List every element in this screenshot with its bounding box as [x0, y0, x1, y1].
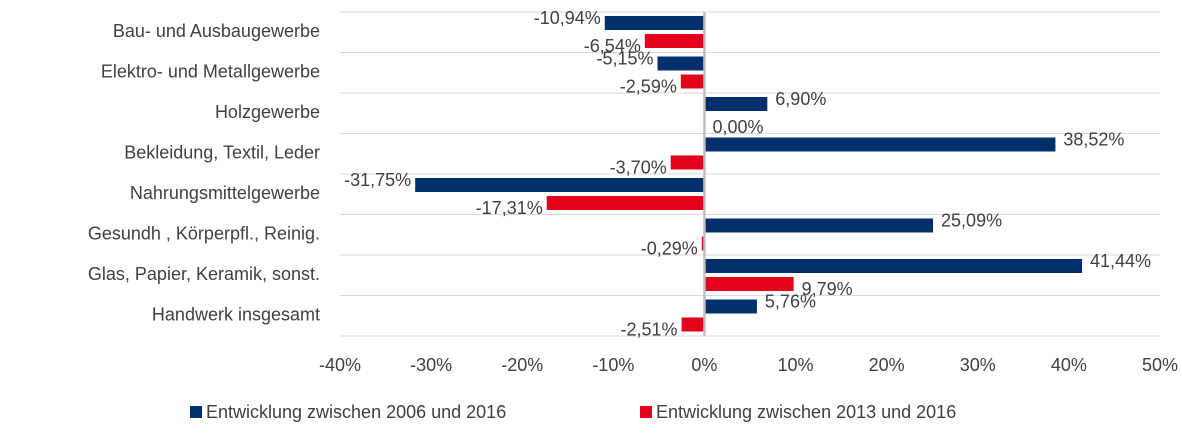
category-label: Glas, Papier, Keramik, sonst.: [88, 264, 320, 284]
data-label: -17,31%: [476, 198, 543, 218]
x-tick-label: 20%: [869, 355, 905, 375]
bar: [681, 317, 705, 332]
x-tick-label: 30%: [960, 355, 996, 375]
category-label: Holzgewerbe: [215, 102, 320, 122]
bar: [701, 236, 705, 251]
category-label: Bekleidung, Textil, Leder: [124, 143, 320, 163]
bar: [704, 218, 934, 233]
data-label: -0,29%: [641, 238, 698, 258]
x-tick-label: -20%: [501, 355, 543, 375]
bar: [657, 56, 705, 71]
x-tick-label: 10%: [778, 355, 814, 375]
bar: [680, 74, 705, 89]
data-label: 38,52%: [1063, 129, 1124, 149]
data-label: 25,09%: [941, 210, 1002, 230]
bar: [415, 178, 705, 192]
data-label: 41,44%: [1090, 251, 1151, 271]
bar: [704, 259, 1083, 273]
bar: [704, 277, 794, 291]
data-label: 0,00%: [712, 117, 763, 137]
data-label: 9,79%: [802, 279, 853, 299]
data-label: 6,90%: [775, 89, 826, 109]
data-label: -6,54%: [584, 36, 641, 56]
x-tick-label: 40%: [1051, 355, 1087, 375]
legend-label: Entwicklung zwischen 2006 und 2016: [206, 402, 506, 422]
bar: [704, 97, 768, 111]
bar: [704, 137, 1056, 152]
bar: [670, 155, 705, 170]
data-label: -31,75%: [344, 170, 411, 190]
bar: [604, 16, 705, 30]
category-label: Bau- und Ausbaugewerbe: [113, 21, 320, 41]
x-tick-label: 0%: [691, 355, 717, 375]
category-label: Elektro- und Metallgewerbe: [101, 62, 320, 82]
bar: [546, 196, 705, 210]
data-label: -5,15%: [596, 48, 653, 68]
category-label: Nahrungsmittelgewerbe: [130, 183, 320, 203]
data-label: -3,70%: [610, 157, 667, 177]
data-label: -10,94%: [534, 8, 601, 28]
x-tick-label: -40%: [319, 355, 361, 375]
legend-swatch: [640, 406, 652, 418]
data-label: 5,76%: [765, 291, 816, 311]
x-tick-label: -30%: [410, 355, 452, 375]
data-label: -2,51%: [621, 319, 678, 339]
data-label: -2,59%: [620, 76, 677, 96]
legend-label: Entwicklung zwischen 2013 und 2016: [656, 402, 956, 422]
category-label: Handwerk insgesamt: [152, 305, 320, 325]
bar: [644, 34, 705, 48]
bar: [704, 299, 757, 314]
x-tick-label: -10%: [592, 355, 634, 375]
legend-swatch: [190, 406, 202, 418]
x-tick-label: 50%: [1142, 355, 1178, 375]
category-label: Gesundh , Körperpfl., Reinig.: [88, 224, 320, 244]
